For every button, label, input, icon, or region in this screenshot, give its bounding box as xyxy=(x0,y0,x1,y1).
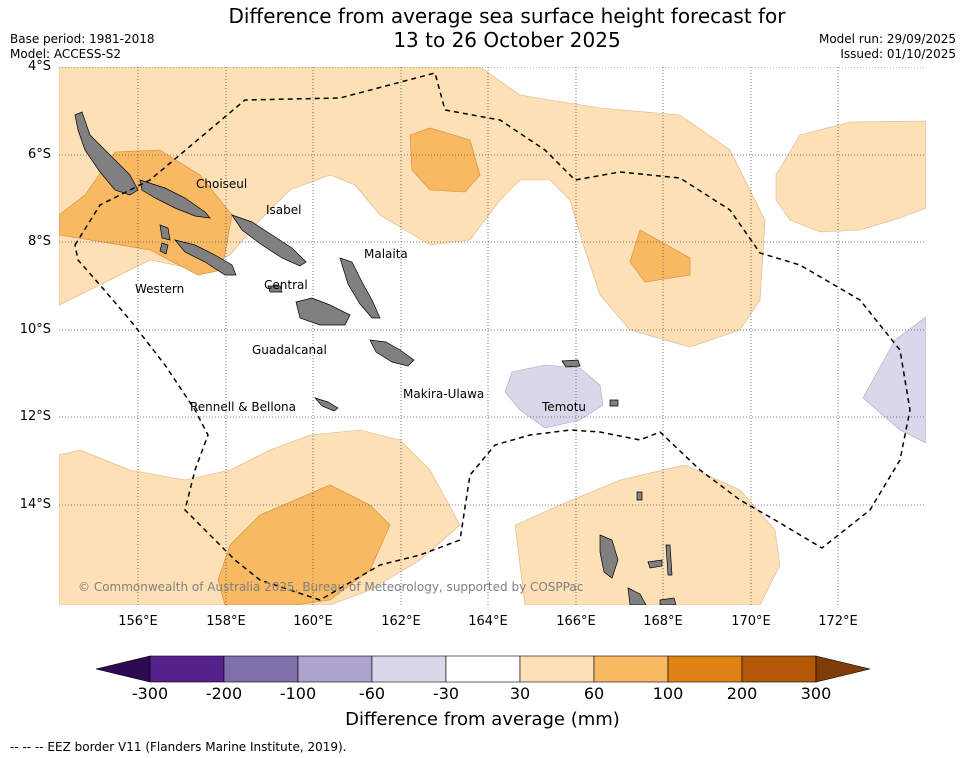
colorbar-label-neg300: -300 xyxy=(131,684,169,703)
eez-border xyxy=(74,72,911,601)
colorbar xyxy=(95,655,871,683)
place-malaita: Malaita xyxy=(364,247,408,261)
colorbar-max-arrow xyxy=(815,655,871,683)
island-malekula xyxy=(627,587,647,605)
lon-tick-162e: 162°E xyxy=(381,614,421,629)
place-rennell-bellona: Rennell & Bellona xyxy=(190,400,297,414)
island-espiritu-santo xyxy=(599,534,619,579)
colorbar-label-100: 100 xyxy=(652,684,684,703)
anomaly-region-east-high xyxy=(629,229,691,283)
colorbar-bin-8 xyxy=(741,655,817,683)
colorbar-label-neg60: -60 xyxy=(358,684,386,703)
colorbar-bin-1 xyxy=(223,655,299,683)
island-rennell xyxy=(313,397,339,412)
island-makira xyxy=(369,339,415,367)
place-guadalcanal: Guadalcanal xyxy=(252,343,327,357)
colorbar-label-neg100: -100 xyxy=(279,684,317,703)
colorbar-bin-3 xyxy=(371,655,447,683)
colorbar-bin-0 xyxy=(149,655,225,683)
colorbar-bin-4 xyxy=(445,655,521,683)
anomaly-region-central-high xyxy=(409,127,481,193)
lon-tick-170e: 170°E xyxy=(731,614,771,629)
place-temotu: Temotu xyxy=(542,400,587,414)
lat-tick-14s: 14°S xyxy=(19,497,51,512)
lat-tick-12s: 12°S xyxy=(19,409,51,424)
colorbar-label-60: 60 xyxy=(583,684,605,703)
colorbar-label-300: 300 xyxy=(800,684,832,703)
anomaly-region-southeast xyxy=(514,464,781,605)
colorbar-bin-6 xyxy=(593,655,669,683)
issued-date: Issued: 01/10/2025 xyxy=(840,47,956,61)
colorbar-title: Difference from average (mm) xyxy=(345,709,620,730)
title-line-2: 13 to 26 October 2025 xyxy=(393,28,621,52)
lon-tick-158e: 158°E xyxy=(206,614,246,629)
title-line-1: Difference from average sea surface heig… xyxy=(228,4,786,28)
anomaly-region-temotu-low xyxy=(504,364,604,429)
place-isabel: Isabel xyxy=(266,203,302,217)
lat-tick-8s: 8°S xyxy=(27,234,51,249)
lat-tick-4s: 4°S xyxy=(27,59,51,74)
place-choiseul: Choiseul xyxy=(196,177,248,191)
grid-lines xyxy=(59,67,926,605)
island-maewo xyxy=(659,597,677,605)
island-florida xyxy=(267,285,283,293)
meta-left: Base period: 1981-2018 Model: ACCESS-S2 xyxy=(10,32,155,62)
anomaly-region-northeast xyxy=(775,120,926,233)
island-ranongga xyxy=(159,242,169,255)
colorbar-bin-2 xyxy=(297,655,373,683)
island-isabel xyxy=(231,214,307,267)
colorbar-label-neg200: -200 xyxy=(205,684,243,703)
island-torres xyxy=(636,491,643,501)
island-malaita xyxy=(339,257,381,319)
anomaly-region-north xyxy=(59,67,766,348)
colorbar-label-neg30: -30 xyxy=(432,684,460,703)
lon-tick-168e: 168°E xyxy=(643,614,683,629)
land-masses xyxy=(74,111,677,605)
colorbar-bin-5 xyxy=(519,655,595,683)
colorbar-bin-7 xyxy=(667,655,743,683)
eez-footnote: -- -- -- EEZ border V11 (Flanders Marine… xyxy=(10,740,347,754)
base-period: Base period: 1981-2018 xyxy=(10,32,155,46)
place-makira-ulawa: Makira-Ulawa xyxy=(403,387,485,401)
place-western: Western xyxy=(135,282,185,296)
lon-tick-160e: 160°E xyxy=(293,614,333,629)
lon-tick-164e: 164°E xyxy=(468,614,508,629)
model-run: Model run: 29/09/2025 xyxy=(818,32,956,46)
meta-right: Model run: 29/09/2025 Issued: 01/10/2025 xyxy=(819,32,956,62)
chart-title: Difference from average sea surface heig… xyxy=(0,4,965,52)
model-name: Model: ACCESS-S2 xyxy=(10,47,122,61)
lat-tick-10s: 10°S xyxy=(19,322,51,337)
place-central: Central xyxy=(264,278,308,292)
island-vella-lavella xyxy=(159,224,171,241)
lon-tick-172e: 172°E xyxy=(818,614,858,629)
island-ambae xyxy=(647,559,663,569)
island-bougainville xyxy=(74,111,139,196)
island-pentecost xyxy=(665,544,673,576)
island-choiseul xyxy=(139,179,211,219)
island-santa-cruz xyxy=(561,359,581,368)
lat-tick-6s: 6°S xyxy=(27,147,51,162)
colorbar-label-30: 30 xyxy=(509,684,531,703)
colorbar-min-arrow xyxy=(95,655,151,683)
colorbar-label-200: 200 xyxy=(726,684,758,703)
island-guadalcanal xyxy=(295,297,351,326)
island-new-georgia xyxy=(174,239,237,276)
lon-tick-156e: 156°E xyxy=(118,614,158,629)
lon-tick-166e: 166°E xyxy=(556,614,596,629)
island-vanikoro xyxy=(609,399,619,407)
copyright-notice: © Commonwealth of Australia 2025, Bureau… xyxy=(78,580,584,594)
